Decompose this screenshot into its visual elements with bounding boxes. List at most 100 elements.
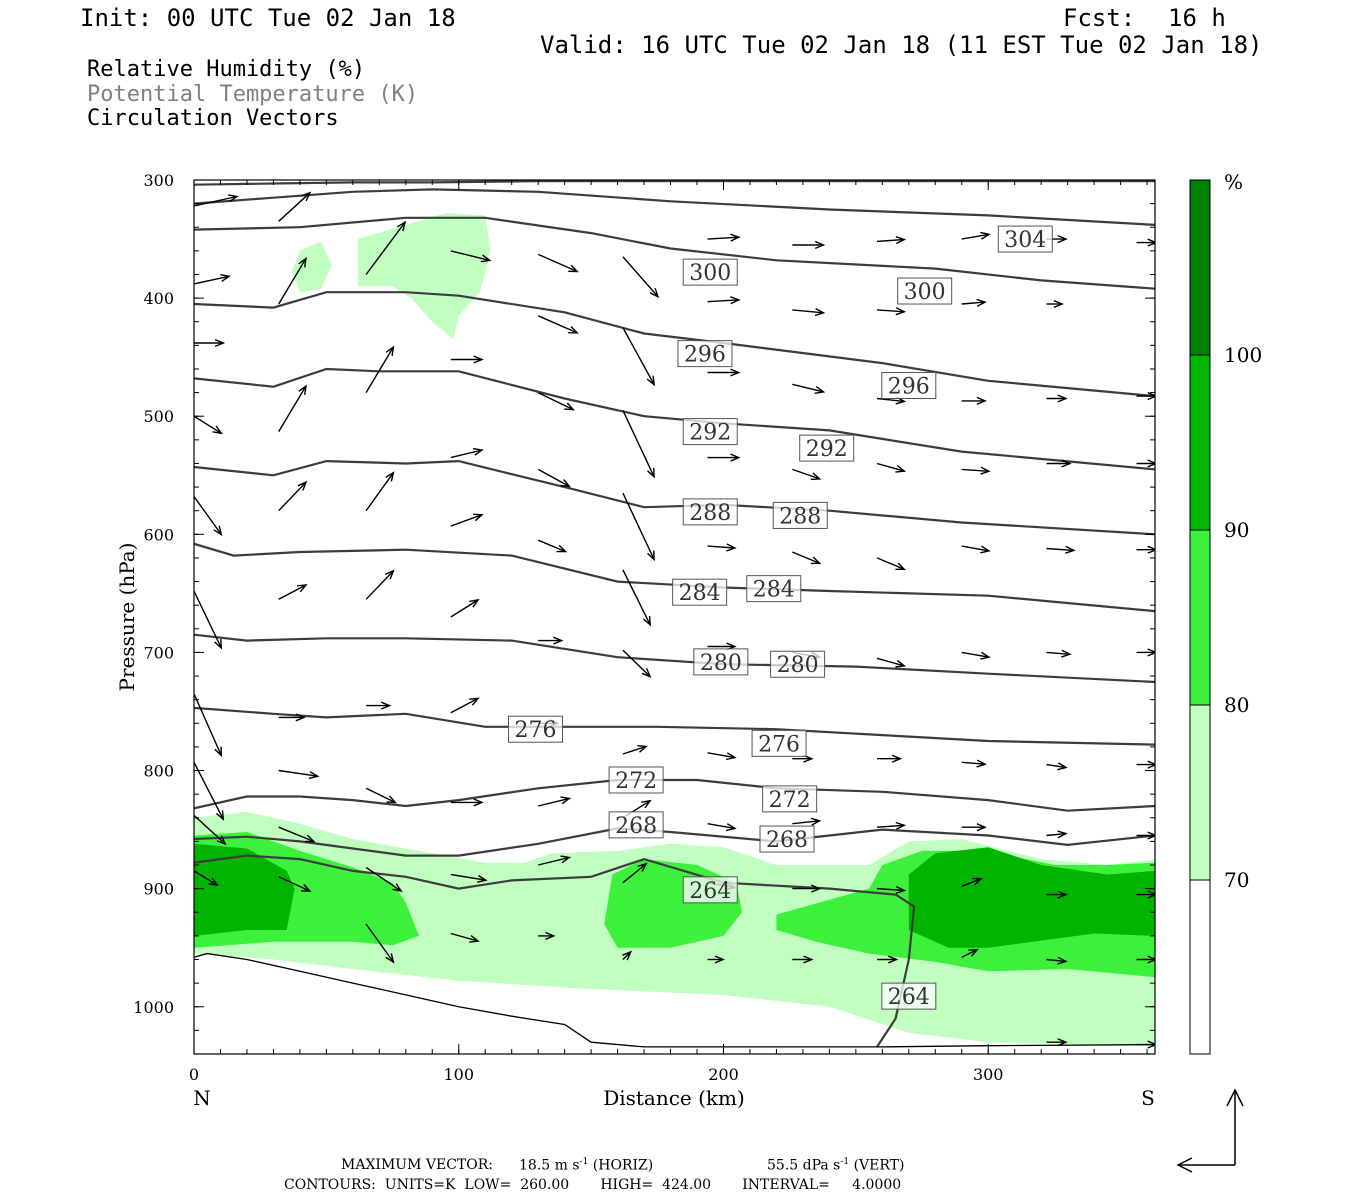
theta-label-box (608, 811, 664, 839)
vector-shaft (876, 557, 905, 570)
x-axis-title: Distance (km) (603, 1086, 745, 1110)
vector-head (1147, 955, 1155, 964)
theta-label-box (682, 876, 738, 904)
circulation-vector (365, 866, 403, 893)
vector-shaft (537, 315, 578, 334)
theta-label-box (672, 578, 728, 606)
circulation-vector (194, 814, 227, 846)
vector-head (641, 799, 652, 809)
vector-shaft (450, 250, 490, 262)
x-tick-label: 0 (189, 1065, 199, 1084)
theta-label: 288 (772, 501, 828, 529)
vector-head (976, 298, 987, 307)
vector-head (891, 754, 903, 763)
circulation-vector (1136, 760, 1155, 769)
vector-shaft (622, 256, 659, 298)
theta-label-box (682, 418, 738, 446)
circulation-vector (538, 636, 564, 645)
theta-label-text: 276 (515, 718, 557, 743)
circulation-vector (876, 557, 906, 570)
vector-shaft (194, 870, 218, 886)
vector-shaft (365, 923, 394, 963)
colorbar-segment (1190, 355, 1210, 530)
theta-label-box (508, 715, 564, 743)
circulation-vector (622, 950, 633, 961)
vector-head (725, 823, 737, 832)
theta-label-text: 304 (1004, 228, 1046, 253)
theta-label: 304 (997, 225, 1053, 253)
vector-head (895, 464, 907, 473)
circulation-vector (194, 693, 223, 758)
colorbar-segment (1190, 705, 1210, 880)
circulation-vector (365, 569, 395, 600)
field-rh: Relative Humidity (%) (87, 57, 366, 82)
vector-shaft (622, 745, 647, 755)
theta-label-text: 280 (700, 651, 742, 676)
vector-shaft (622, 410, 655, 478)
vector-head (980, 545, 991, 554)
vector-head (647, 550, 655, 562)
vector-shaft (365, 866, 402, 892)
circulation-vector (622, 492, 655, 562)
theta-contour-280 (194, 633, 1155, 684)
circulation-vector (961, 759, 987, 768)
colorbar-label: 100 (1224, 343, 1262, 367)
circulation-vector (1046, 1038, 1068, 1047)
circulation-vector (278, 256, 307, 305)
colorbar-unit: % (1224, 170, 1243, 194)
vector-head (397, 220, 407, 232)
vector-head (972, 877, 983, 886)
circulation-vector (876, 307, 907, 316)
circulation-vector (792, 551, 822, 565)
circulation-vector (278, 584, 308, 600)
plot-frame (193, 179, 1156, 1055)
vector-head (212, 425, 223, 435)
theta-label: 296 (881, 372, 937, 400)
vector-head (392, 883, 403, 893)
vector-shaft (450, 697, 479, 714)
circulation-vector (538, 855, 572, 866)
vector-shaft (194, 275, 230, 285)
circulation-vector (278, 191, 312, 222)
theta-label-text: 292 (689, 421, 731, 446)
y-tick-label: 300 (143, 171, 174, 190)
theta-contour-288 (194, 459, 1155, 536)
circulation-vector (877, 955, 899, 964)
circulation-vector (876, 462, 907, 473)
vector-head (811, 884, 822, 893)
circulation-vector (961, 823, 987, 832)
vector-shaft (450, 514, 483, 527)
vector-head (220, 274, 231, 282)
y-tick-label: 800 (143, 762, 174, 781)
vector-shaft (961, 545, 990, 552)
theta-label: 296 (677, 340, 733, 368)
vector-head (553, 636, 564, 645)
vector-shaft (537, 391, 574, 411)
vector-shaft (876, 657, 905, 667)
vector-head (976, 759, 987, 768)
colorbar-segment (1190, 880, 1210, 1054)
circulation-vector (622, 569, 652, 627)
vector-shaft (278, 584, 307, 600)
theta-label: 284 (672, 578, 728, 606)
vector-head (810, 556, 822, 565)
circulation-vector (876, 657, 907, 668)
theta-label-box (762, 785, 818, 813)
theta-label-text: 300 (904, 280, 946, 305)
circulation-vector (537, 539, 568, 553)
vector-shaft (876, 887, 905, 892)
max-vector-label: MAXIMUM VECTOR: (341, 1157, 493, 1173)
vector-head (1065, 545, 1076, 554)
vector-shaft (707, 545, 735, 549)
circulation-vector (537, 391, 575, 411)
vector-head (469, 697, 480, 706)
circulation-vector (194, 274, 231, 285)
circulation-vector (194, 761, 225, 821)
theta-contour-296 (194, 291, 1155, 398)
vector-head (1057, 956, 1068, 965)
vector-head (1057, 234, 1068, 244)
circulation-vector (365, 787, 397, 804)
vector-head (814, 307, 826, 317)
vector-shaft (961, 948, 978, 958)
vector-head (556, 544, 568, 553)
